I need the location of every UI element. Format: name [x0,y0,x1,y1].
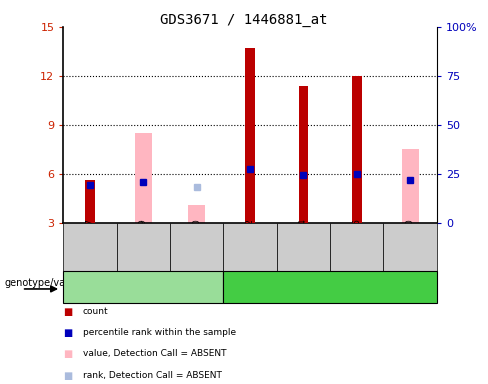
Bar [352,76,362,223]
Text: percentile rank within the sample: percentile rank within the sample [83,328,236,337]
Text: GSM142376: GSM142376 [352,218,361,269]
Bar [299,86,308,223]
Text: ■: ■ [63,328,73,338]
Bar [85,180,95,223]
Text: apolipoprotein E-deficient
(apoE-/-) mother: apolipoprotein E-deficient (apoE-/-) mot… [271,277,389,297]
Text: GSM142372: GSM142372 [245,218,255,269]
Text: GSM142380: GSM142380 [406,218,415,269]
Bar [402,149,419,223]
Text: GSM142374: GSM142374 [299,218,308,269]
Text: count: count [83,307,109,316]
Text: value, Detection Call = ABSENT: value, Detection Call = ABSENT [83,349,226,358]
Text: rank, Detection Call = ABSENT: rank, Detection Call = ABSENT [83,371,222,379]
Text: ■: ■ [63,371,73,381]
Bar [245,48,255,223]
Text: wildtype (apoE+/+) mother: wildtype (apoE+/+) mother [85,283,202,291]
Bar [188,205,205,223]
Bar [135,133,152,223]
Text: ■: ■ [63,349,73,359]
Text: GDS3671 / 1446881_at: GDS3671 / 1446881_at [160,13,328,27]
Text: GSM142367: GSM142367 [85,218,95,269]
Text: genotype/variation: genotype/variation [5,278,98,288]
Text: GSM142370: GSM142370 [192,218,201,269]
Text: ■: ■ [63,307,73,317]
Text: GSM142369: GSM142369 [139,218,148,269]
